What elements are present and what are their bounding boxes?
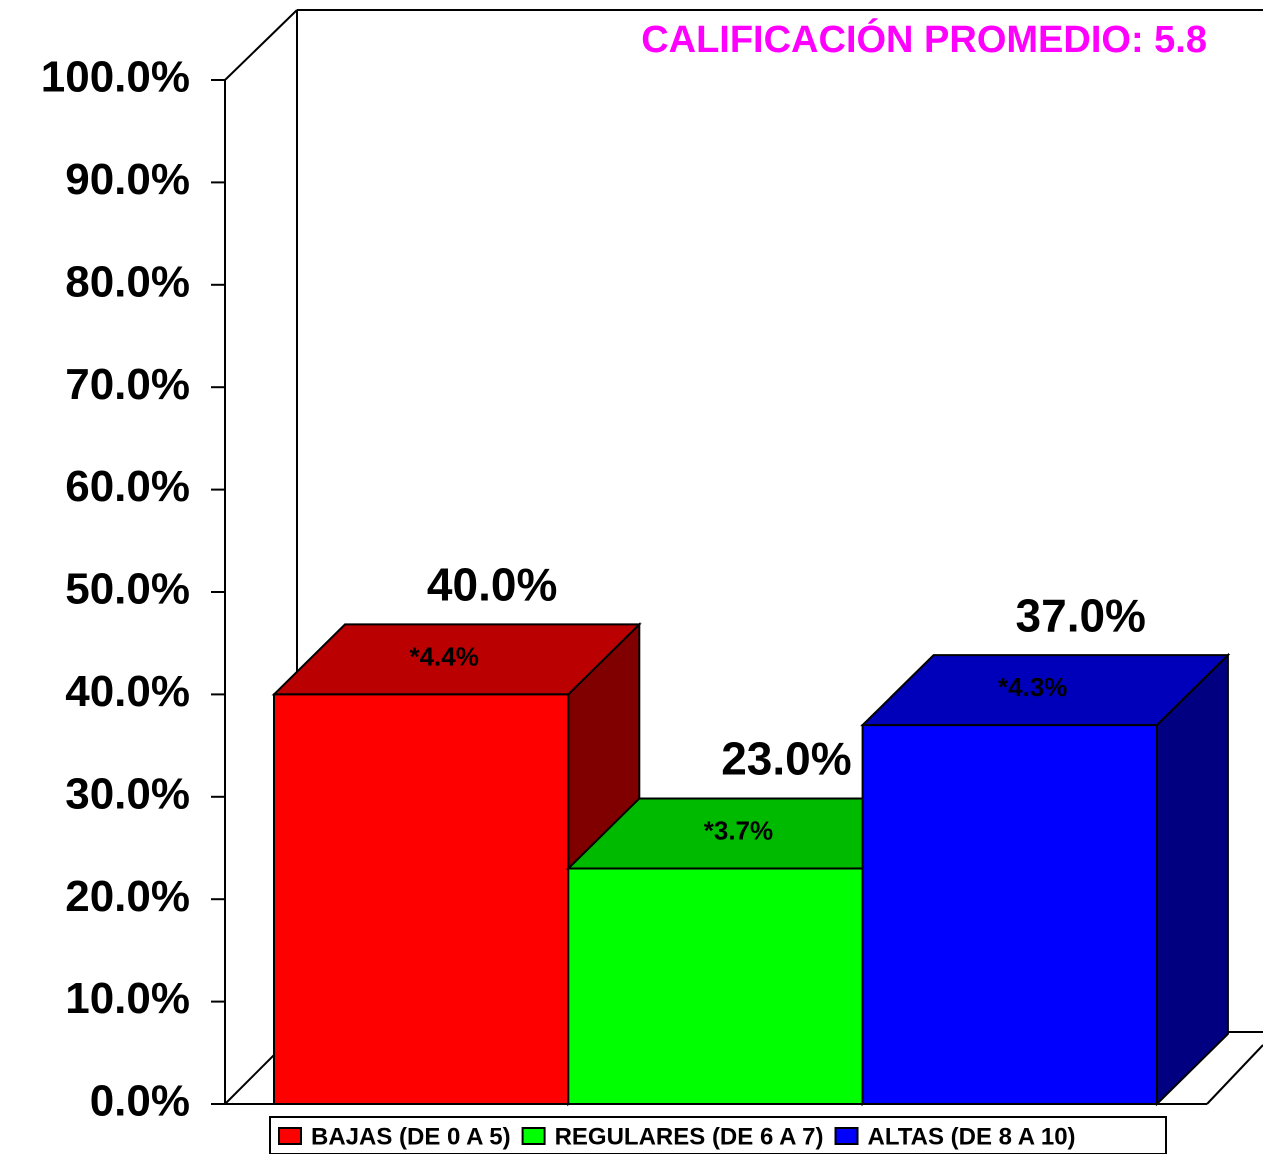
y-tick-label: 70.0% bbox=[65, 360, 190, 409]
value-label: 40.0% bbox=[427, 559, 557, 611]
legend-label: BAJAS (DE 0 A 5) bbox=[311, 1123, 511, 1150]
y-tick-label: 10.0% bbox=[65, 974, 190, 1023]
annotation: CALIFICACIÓN PROMEDIO: 5.8 bbox=[641, 17, 1207, 61]
legend-label: REGULARES (DE 6 A 7) bbox=[555, 1123, 824, 1150]
legend-label: ALTAS (DE 8 A 10) bbox=[868, 1123, 1076, 1150]
legend-swatch bbox=[278, 1127, 302, 1145]
value-label: 23.0% bbox=[721, 733, 851, 785]
bar bbox=[861, 724, 1158, 1105]
y-tick-label: 40.0% bbox=[65, 667, 190, 716]
legend-swatch bbox=[521, 1127, 546, 1145]
bar bbox=[273, 693, 570, 1106]
y-tick-label: 90.0% bbox=[65, 155, 190, 204]
legend-swatch bbox=[834, 1127, 859, 1145]
y-tick-label: 20.0% bbox=[65, 872, 190, 921]
legend bbox=[269, 1116, 1167, 1154]
bar-side bbox=[1155, 652, 1229, 1107]
y-tick-label: 60.0% bbox=[65, 462, 190, 511]
error-label: *4.4% bbox=[409, 641, 478, 671]
y-tick-label: 80.0% bbox=[65, 257, 190, 306]
error-label: *3.7% bbox=[704, 815, 773, 845]
y-tick-label: 0.0% bbox=[90, 1077, 190, 1126]
y-tick-label: 100.0% bbox=[41, 53, 190, 102]
y-tick-label: 30.0% bbox=[65, 769, 190, 818]
error-label: *4.3% bbox=[998, 672, 1067, 702]
y-tick-label: 50.0% bbox=[65, 565, 190, 614]
value-label: 37.0% bbox=[1016, 589, 1146, 641]
bar bbox=[567, 867, 864, 1105]
